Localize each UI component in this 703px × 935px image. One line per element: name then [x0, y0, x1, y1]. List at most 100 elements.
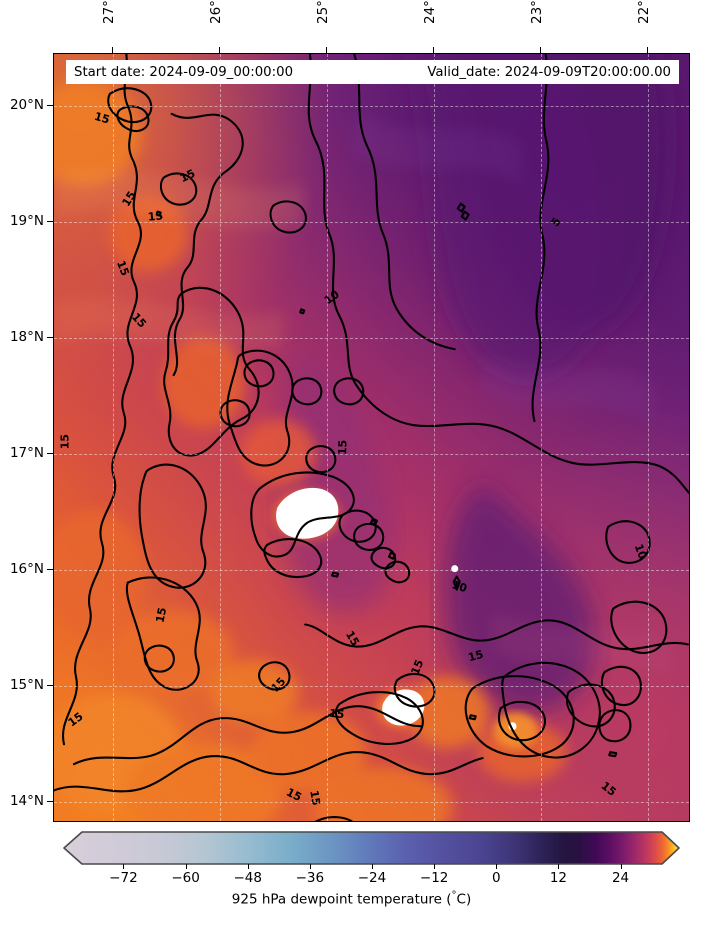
colorbar-tick-label-8: 24	[611, 870, 630, 886]
svg-text:15: 15	[285, 786, 303, 804]
date-header-box: Start date: 2024-09-09_00:00:00 Valid_da…	[66, 60, 679, 84]
svg-text:15: 15	[343, 629, 361, 648]
svg-text:15: 15	[336, 440, 349, 454]
svg-text:10: 10	[632, 543, 649, 561]
svg-text:15: 15	[178, 167, 197, 185]
colorbar-title: 925 hPa dewpoint temperature (°C)	[0, 890, 703, 908]
start-date-label: Start date: 2024-09-09_00:00:00	[74, 64, 294, 80]
x-tick	[111, 47, 113, 53]
colorbar-gradient	[63, 831, 680, 865]
colorbar-tick	[247, 864, 249, 869]
svg-text:15: 15	[153, 606, 169, 623]
svg-text:10: 10	[450, 578, 469, 595]
colorbar-tick	[309, 864, 311, 869]
y-tick	[47, 105, 53, 107]
x-tick	[647, 47, 649, 53]
svg-text:15: 15	[114, 259, 132, 278]
y-tick-label-5: 15°N	[9, 677, 44, 694]
colorbar-title-text: 925 hPa dewpoint temperature (	[231, 891, 452, 908]
svg-text:15: 15	[329, 707, 344, 721]
colorbar-tick-label-3: −36	[295, 870, 325, 886]
svg-text:15: 15	[148, 209, 163, 223]
y-tick-label-2: 18°N	[9, 329, 44, 346]
svg-text:15: 15	[336, 440, 349, 455]
colorbar-tick	[496, 864, 498, 869]
x-tick-label-1: 26°W	[207, 0, 224, 24]
colorbar-tick-label-1: −60	[171, 870, 200, 886]
y-tick	[47, 569, 53, 571]
y-tick-label-1: 19°N	[9, 213, 44, 230]
y-tick-label-6: 14°N	[9, 793, 44, 810]
colorbar-tick	[185, 864, 187, 869]
colorbar: −72 −60 −48 −36 −24 −12 0 12 24 925 hPa dewpoint…	[0, 828, 703, 935]
degree-symbol: °	[451, 890, 457, 901]
x-tick-label-2: 25°W	[315, 0, 331, 24]
y-tick	[47, 801, 53, 803]
valid-date-label: Valid_date: 2024-09-09T20:00:00.00	[427, 64, 671, 80]
x-tick-label-4: 23°W	[529, 0, 546, 24]
colorbar-tick-label-6: 0	[491, 870, 501, 886]
svg-text:15: 15	[114, 259, 131, 277]
colorbar-tick-label-4: −24	[357, 870, 387, 886]
x-tick	[326, 47, 327, 53]
svg-text:15: 15	[93, 110, 111, 127]
y-tick-label-0: 20°N	[9, 97, 44, 114]
colorbar-title-tail: C)	[456, 891, 472, 908]
colorbar-tick	[558, 864, 560, 869]
svg-text:15: 15	[467, 648, 484, 664]
svg-text:15: 15	[93, 110, 110, 126]
colorbar-tick	[123, 864, 125, 869]
colorbar-tick	[372, 864, 373, 869]
x-tick	[218, 47, 220, 53]
dewpoint-field: 15 15 15 15 15 15 15 15 15 15 15 15 15 15 15 15 15 15 15 15…	[54, 54, 689, 821]
svg-text:15: 15	[59, 434, 72, 449]
y-tick	[47, 221, 53, 223]
svg-text:10: 10	[451, 578, 468, 595]
svg-text:15: 15	[59, 435, 72, 449]
svg-text:15: 15	[328, 707, 345, 722]
colorbar-tick-label-7: 12	[549, 870, 568, 886]
colorbar-tick	[434, 864, 436, 869]
colorbar-tick-label-0: −72	[109, 870, 138, 886]
y-tick	[47, 337, 53, 339]
y-tick	[47, 685, 53, 687]
x-tick-label-5: 22°W	[636, 0, 653, 24]
svg-text:15: 15	[154, 607, 169, 623]
x-tick	[433, 47, 435, 53]
svg-text:15: 15	[307, 789, 322, 806]
svg-text:15: 15	[467, 648, 485, 665]
colorbar-tick	[620, 864, 622, 869]
svg-text:15: 15	[284, 786, 303, 805]
y-tick-label-4: 16°N	[9, 561, 44, 578]
y-tick	[47, 453, 53, 455]
x-tick-label-3: 24°W	[422, 0, 439, 24]
svg-text:10: 10	[632, 542, 650, 561]
colorbar-tick-label-5: −12	[419, 870, 449, 886]
colorbar-tick-label-2: −48	[233, 870, 262, 886]
svg-text:15: 15	[120, 189, 138, 208]
svg-text:15: 15	[409, 658, 426, 676]
x-tick-label-0: 27°W	[100, 0, 117, 24]
svg-text:15: 15	[178, 167, 196, 185]
svg-text:15: 15	[307, 790, 322, 806]
svg-text:15: 15	[147, 209, 163, 223]
x-tick	[540, 47, 542, 53]
y-tick-label-3: 17°N	[9, 445, 44, 462]
svg-text:15: 15	[408, 658, 426, 677]
map-axes: 15 15 15 15 15 15 15 15 15 15 15 15 15 15 15 15 15 15 15 15…	[53, 53, 690, 822]
